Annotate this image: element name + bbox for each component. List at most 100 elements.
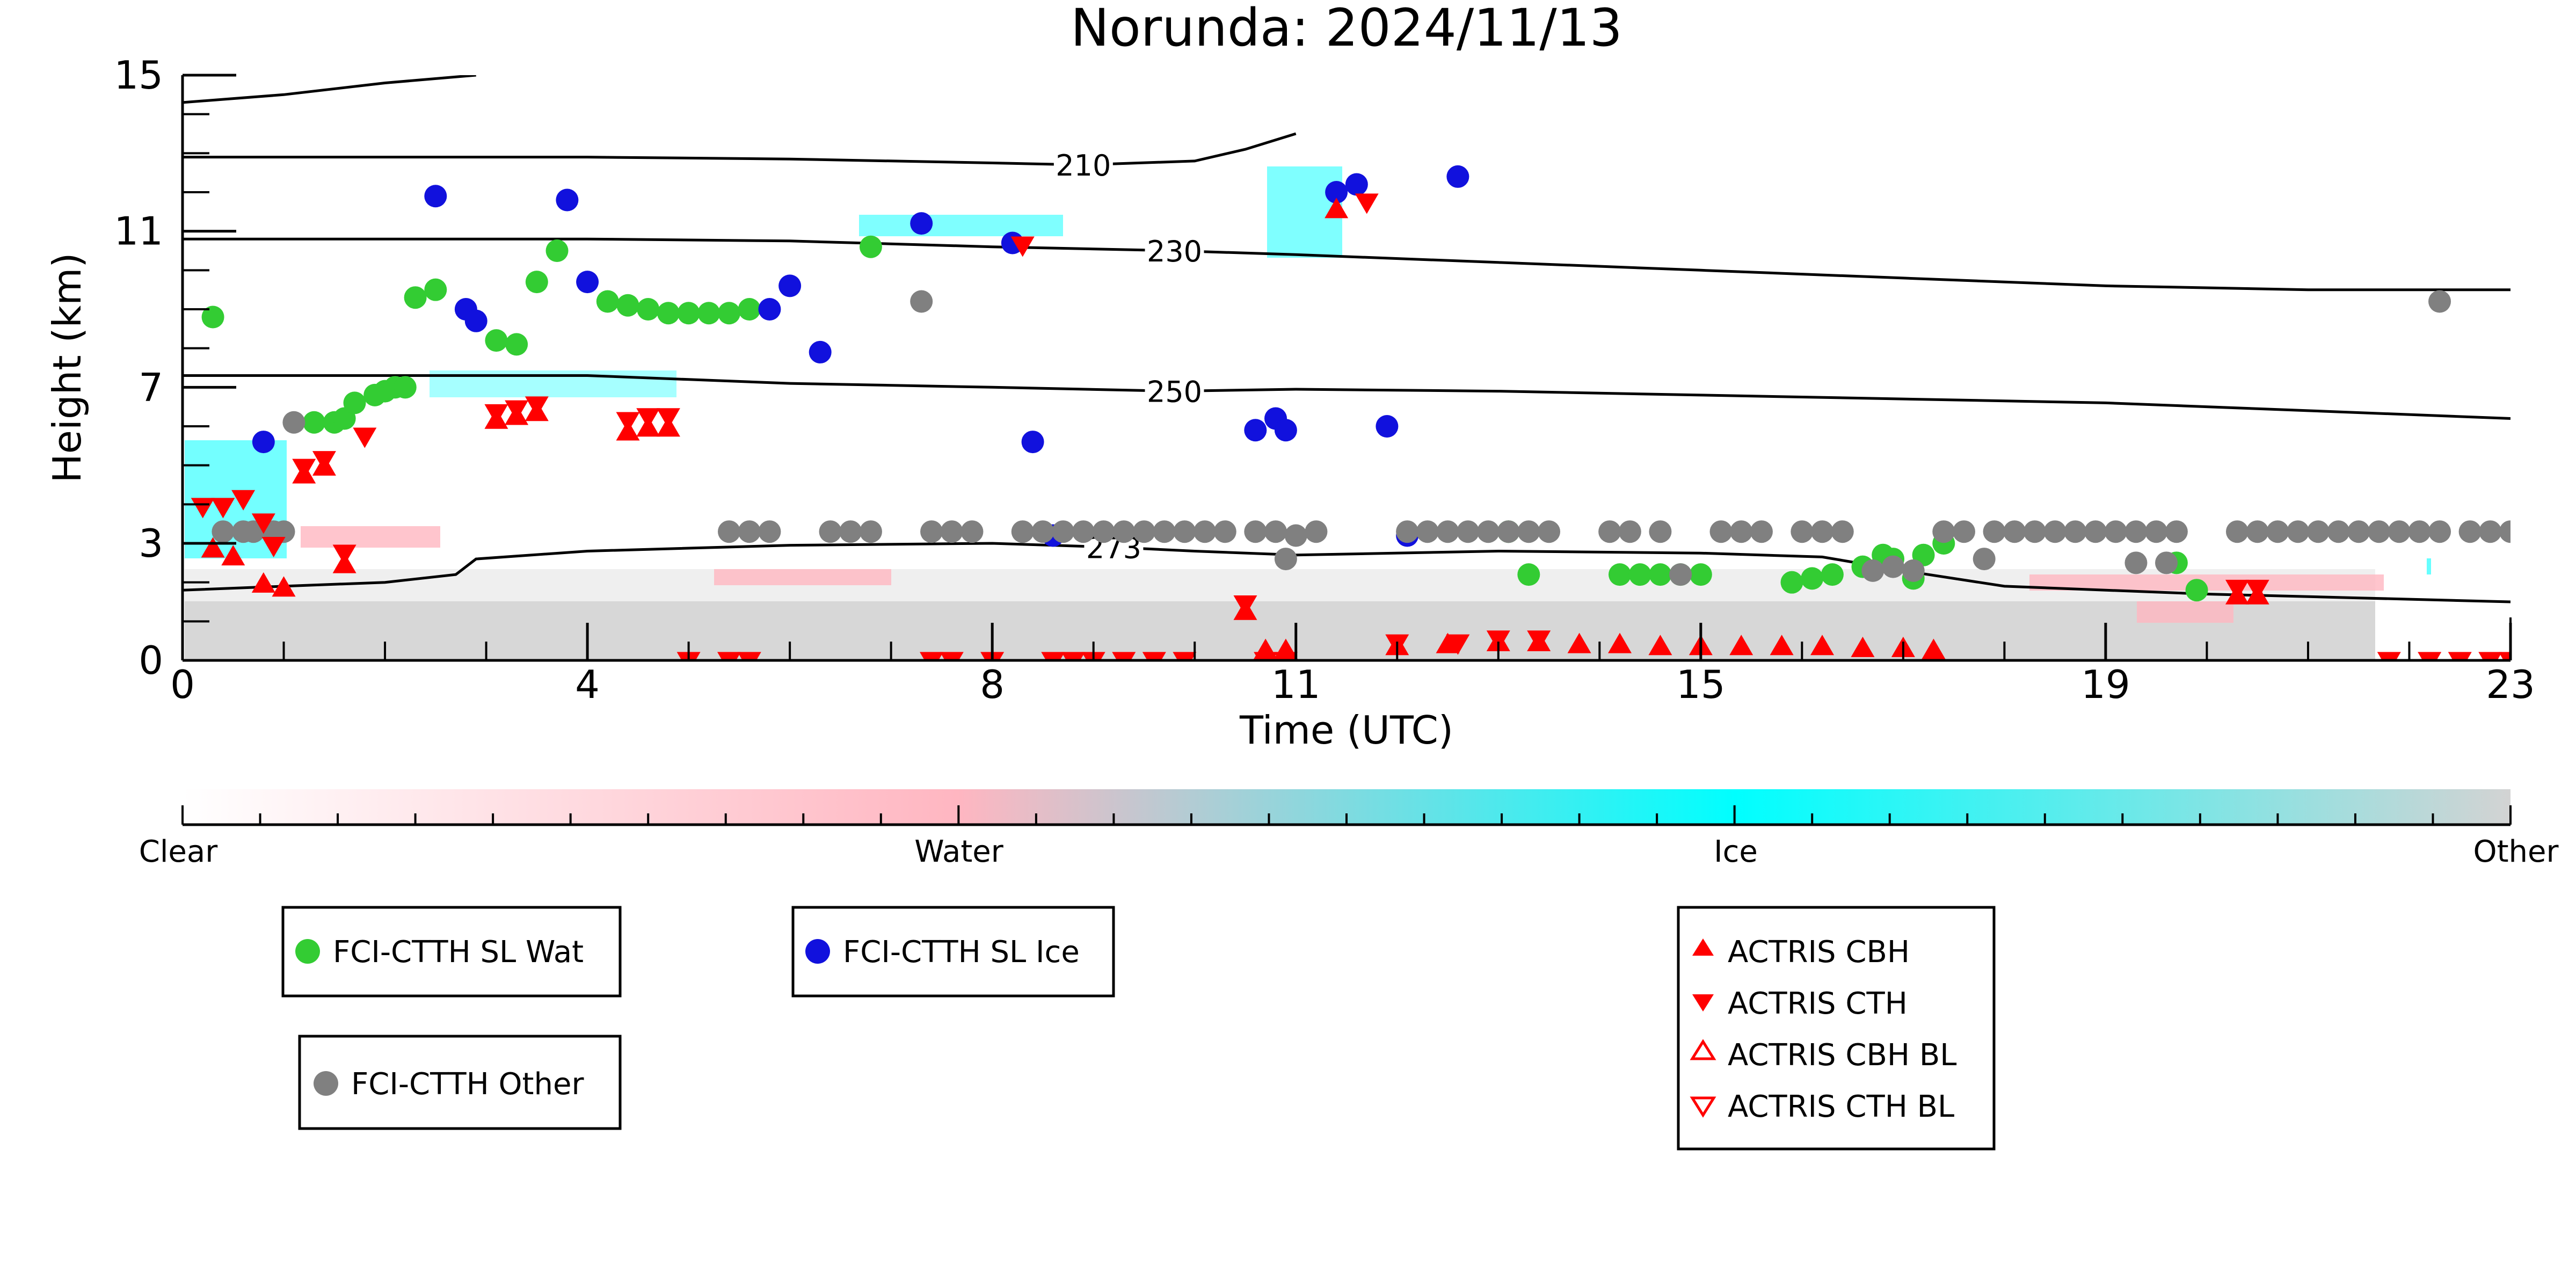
data-point: [1608, 632, 1632, 653]
data-point: [1031, 520, 1054, 543]
isotherm-line: [183, 237, 2510, 292]
data-point: [859, 235, 882, 258]
data-point: [1770, 635, 1794, 656]
data-point: [201, 305, 224, 329]
data-point: [1244, 520, 1267, 543]
data-point: [1233, 595, 1257, 616]
data-point: [1325, 198, 1349, 219]
legend-label: ACTRIS CBH: [1728, 935, 1910, 970]
data-point: [637, 298, 660, 321]
data-point: [1821, 563, 1844, 586]
data-point: [1436, 632, 1460, 653]
data-point: [1932, 520, 1955, 543]
data-point: [2245, 579, 2269, 600]
colorbar-label-water: Water: [914, 834, 1004, 869]
data-point: [424, 278, 447, 301]
data-point: [1153, 520, 1176, 543]
data-point: [1052, 520, 1075, 543]
data-point: [718, 302, 741, 325]
data-point: [576, 271, 599, 294]
data-point: [1791, 520, 1814, 543]
isotherm-line: [183, 374, 2510, 420]
data-point: [758, 520, 781, 543]
data-point: [1851, 636, 1875, 657]
data-point: [1527, 630, 1551, 651]
isotherm-line: [183, 132, 1297, 166]
data-point: [1274, 548, 1297, 571]
data-point: [1355, 193, 1379, 214]
water-field-patch: [2137, 601, 2233, 623]
data-point: [2023, 520, 2046, 543]
data-point: [1730, 520, 1753, 543]
data-point: [212, 520, 235, 543]
series-layer: [191, 165, 2510, 660]
series-actris-cth: [191, 193, 2510, 660]
data-point: [2458, 520, 2482, 543]
data-point: [1567, 632, 1591, 653]
x-tick-label: 4: [575, 662, 600, 707]
data-point: [677, 302, 700, 325]
data-point: [1649, 563, 1672, 586]
data-point: [2225, 579, 2249, 600]
legend-label: ACTRIS CTH BL: [1728, 1089, 1954, 1124]
data-point: [2327, 520, 2350, 543]
data-point: [616, 412, 640, 433]
series-fci-ctth-sl-wat: [201, 235, 2208, 602]
data-point: [1729, 635, 1753, 656]
data-point: [2124, 551, 2148, 574]
data-point: [2266, 520, 2289, 543]
data-point: [1628, 563, 1651, 586]
ice-field-patch: [2427, 558, 2431, 574]
colorbar-ticks: [181, 805, 2512, 825]
data-point: [758, 298, 781, 321]
colorbar-label-ice: Ice: [1714, 834, 1758, 869]
x-tick-label: 15: [1676, 662, 1726, 707]
data-point: [1274, 419, 1297, 442]
data-point: [272, 576, 296, 597]
data-point: [505, 333, 528, 356]
x-tick-label: 11: [1271, 662, 1321, 707]
data-point: [2104, 520, 2127, 543]
data-point: [2428, 290, 2451, 313]
data-point: [1305, 520, 1328, 543]
data-point: [1497, 520, 1520, 543]
data-point: [464, 309, 487, 332]
data-point: [1061, 652, 1085, 660]
legend-other: FCI-CTTH Other: [298, 1035, 622, 1130]
data-point: [778, 274, 802, 297]
data-point: [252, 431, 275, 454]
legend-ice: FCI-CTTH SL Ice: [791, 906, 1115, 998]
data-point: [1811, 520, 1834, 543]
data-point: [1254, 652, 1278, 660]
data-point: [1457, 520, 1480, 543]
data-point: [819, 520, 842, 543]
isotherm-label: 210: [1056, 149, 1111, 183]
data-point: [1376, 415, 1399, 438]
legend-marker-ice: [805, 939, 830, 964]
data-point: [656, 408, 680, 429]
data-point: [1396, 520, 1419, 543]
data-point: [2155, 551, 2178, 574]
data-point: [2124, 520, 2148, 543]
chart-title: Norunda: 2024/11/13: [1071, 0, 1622, 58]
series-fci-ctth-other: [212, 290, 2510, 586]
data-point: [1648, 635, 1672, 656]
data-point: [1446, 165, 1469, 188]
data-point: [312, 451, 336, 472]
data-point: [424, 185, 447, 208]
x-tick-label: 0: [170, 662, 195, 707]
data-point: [2225, 520, 2248, 543]
legend-box: [298, 1035, 622, 1130]
data-point: [960, 520, 984, 543]
isotherm-line: [183, 542, 2510, 603]
data-point: [1780, 571, 1803, 594]
data-point: [2185, 579, 2208, 602]
data-point: [2388, 520, 2411, 543]
data-point: [1609, 563, 1632, 586]
data-point: [2428, 520, 2451, 543]
data-point: [636, 408, 660, 429]
data-point: [1750, 520, 1773, 543]
